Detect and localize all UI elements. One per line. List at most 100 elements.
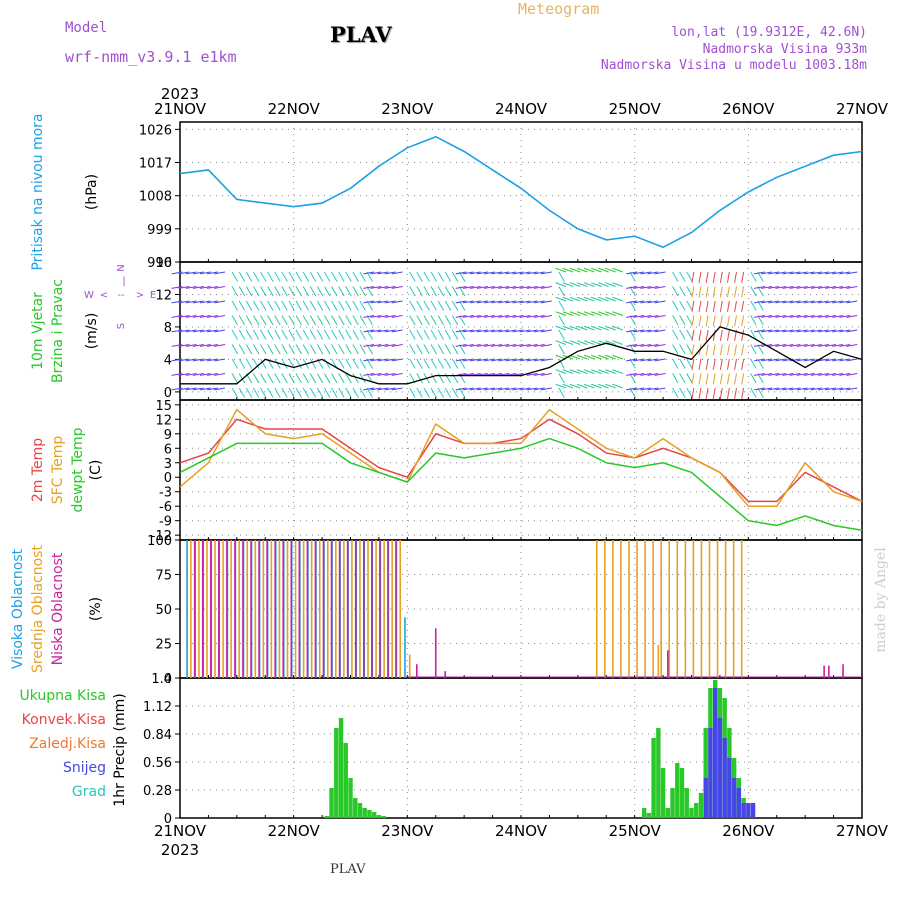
wind-barb	[741, 344, 745, 356]
wind-barb	[352, 358, 359, 369]
compass-s: S	[116, 323, 127, 329]
wind-barb	[430, 286, 437, 297]
wind-barb	[295, 373, 302, 384]
product-title: Meteogram	[518, 0, 600, 18]
wind-barb	[345, 271, 352, 282]
wind-barb	[605, 354, 616, 360]
wind-barb	[384, 358, 396, 362]
wind-barb	[484, 286, 496, 289]
wind-barb	[199, 286, 211, 289]
wind-barb	[476, 358, 488, 362]
wind-barb	[302, 344, 310, 355]
wind-barb	[583, 311, 595, 316]
wind-barb	[753, 286, 765, 289]
wind-barb	[741, 300, 745, 312]
wind-barb	[238, 329, 246, 340]
wind-barb	[753, 315, 765, 318]
wind-barb	[192, 271, 204, 275]
cloud-axis-title-a: Visoka Oblacnost	[10, 548, 26, 669]
wind-barb	[846, 387, 858, 391]
wind-barb	[352, 373, 359, 384]
wind-barb	[533, 373, 545, 376]
wind-barb	[345, 387, 352, 398]
wind-barb	[719, 373, 723, 385]
y-tick-label: -9	[159, 515, 172, 530]
y-tick-label: 0	[164, 672, 172, 687]
wind-barb	[476, 344, 488, 347]
footer-station: PLAV	[330, 862, 366, 877]
wind-barb	[698, 300, 702, 312]
wind-barb	[782, 300, 794, 304]
wind-barb	[185, 329, 197, 333]
wind-barb	[324, 271, 331, 282]
wind-barb	[309, 373, 317, 384]
precip-legend-item: Ukupna Kisa	[19, 688, 106, 704]
wind-barb	[698, 373, 702, 385]
wind-barb	[712, 358, 716, 370]
wind-barb	[352, 329, 359, 340]
wind-barb	[384, 286, 396, 289]
wind-barb	[391, 387, 403, 391]
wind-barb	[761, 358, 773, 362]
wind-barb	[437, 286, 445, 297]
wind-barb	[206, 358, 218, 362]
precip-axis-title: 1hr Precip (mm)	[112, 693, 128, 806]
time-label-bottom: 22NOV	[268, 822, 321, 840]
precip-bar	[717, 718, 723, 818]
wind-barb	[309, 329, 317, 340]
wind-barb	[569, 369, 581, 374]
wind-barb	[726, 329, 730, 341]
wind-barb	[796, 329, 808, 333]
wind-barb	[672, 300, 679, 311]
wind-barb	[750, 315, 757, 326]
wind-barb	[558, 271, 565, 282]
wind-barb	[512, 271, 524, 275]
compass-dash: --	[117, 290, 125, 301]
wind-barb	[316, 271, 324, 282]
wind-barb	[324, 315, 331, 326]
wind-barb	[260, 387, 267, 398]
wind-barb	[555, 267, 567, 273]
precip-bar	[703, 728, 708, 818]
wind-barb	[705, 271, 709, 283]
precip-bar	[371, 812, 377, 818]
wind-barb	[562, 369, 574, 374]
precip-bar	[670, 788, 675, 818]
wind-barb	[171, 358, 183, 362]
wind-barb	[750, 344, 757, 355]
y-tick-label: 1008	[139, 190, 172, 205]
wind-barb	[705, 300, 709, 312]
wind-barb	[591, 340, 602, 345]
wind-barb	[384, 315, 396, 318]
wind-barb	[810, 315, 822, 318]
wind-barb	[363, 286, 375, 289]
wind-barb	[505, 315, 517, 318]
wind-barb	[832, 387, 844, 391]
wind-barb	[309, 315, 317, 326]
wind-barb	[647, 329, 659, 333]
wind-barb	[192, 387, 204, 391]
wind-barb	[430, 373, 437, 384]
wind-barb	[324, 300, 331, 311]
wind-barb	[555, 340, 567, 345]
wind-barb	[576, 296, 588, 302]
temp-series-line	[179, 408, 863, 507]
wind-barb	[825, 300, 837, 304]
wind-barb	[796, 373, 808, 376]
wind-barb	[359, 358, 366, 369]
wind-barb	[462, 387, 474, 391]
wind-barb	[199, 329, 211, 333]
wind-barb	[391, 315, 403, 318]
wind-barb	[679, 358, 686, 369]
wind-barb	[302, 286, 310, 297]
wind-barb	[491, 329, 503, 333]
wind-barb	[562, 311, 574, 316]
wind-barb	[569, 282, 581, 287]
wind-barb	[633, 271, 645, 275]
wind-barb	[654, 286, 666, 289]
wind-barb	[705, 373, 709, 385]
wind-barb	[231, 344, 239, 355]
wind-barb	[533, 315, 545, 318]
model-label: Model	[65, 20, 108, 36]
wind-barb	[775, 358, 787, 362]
